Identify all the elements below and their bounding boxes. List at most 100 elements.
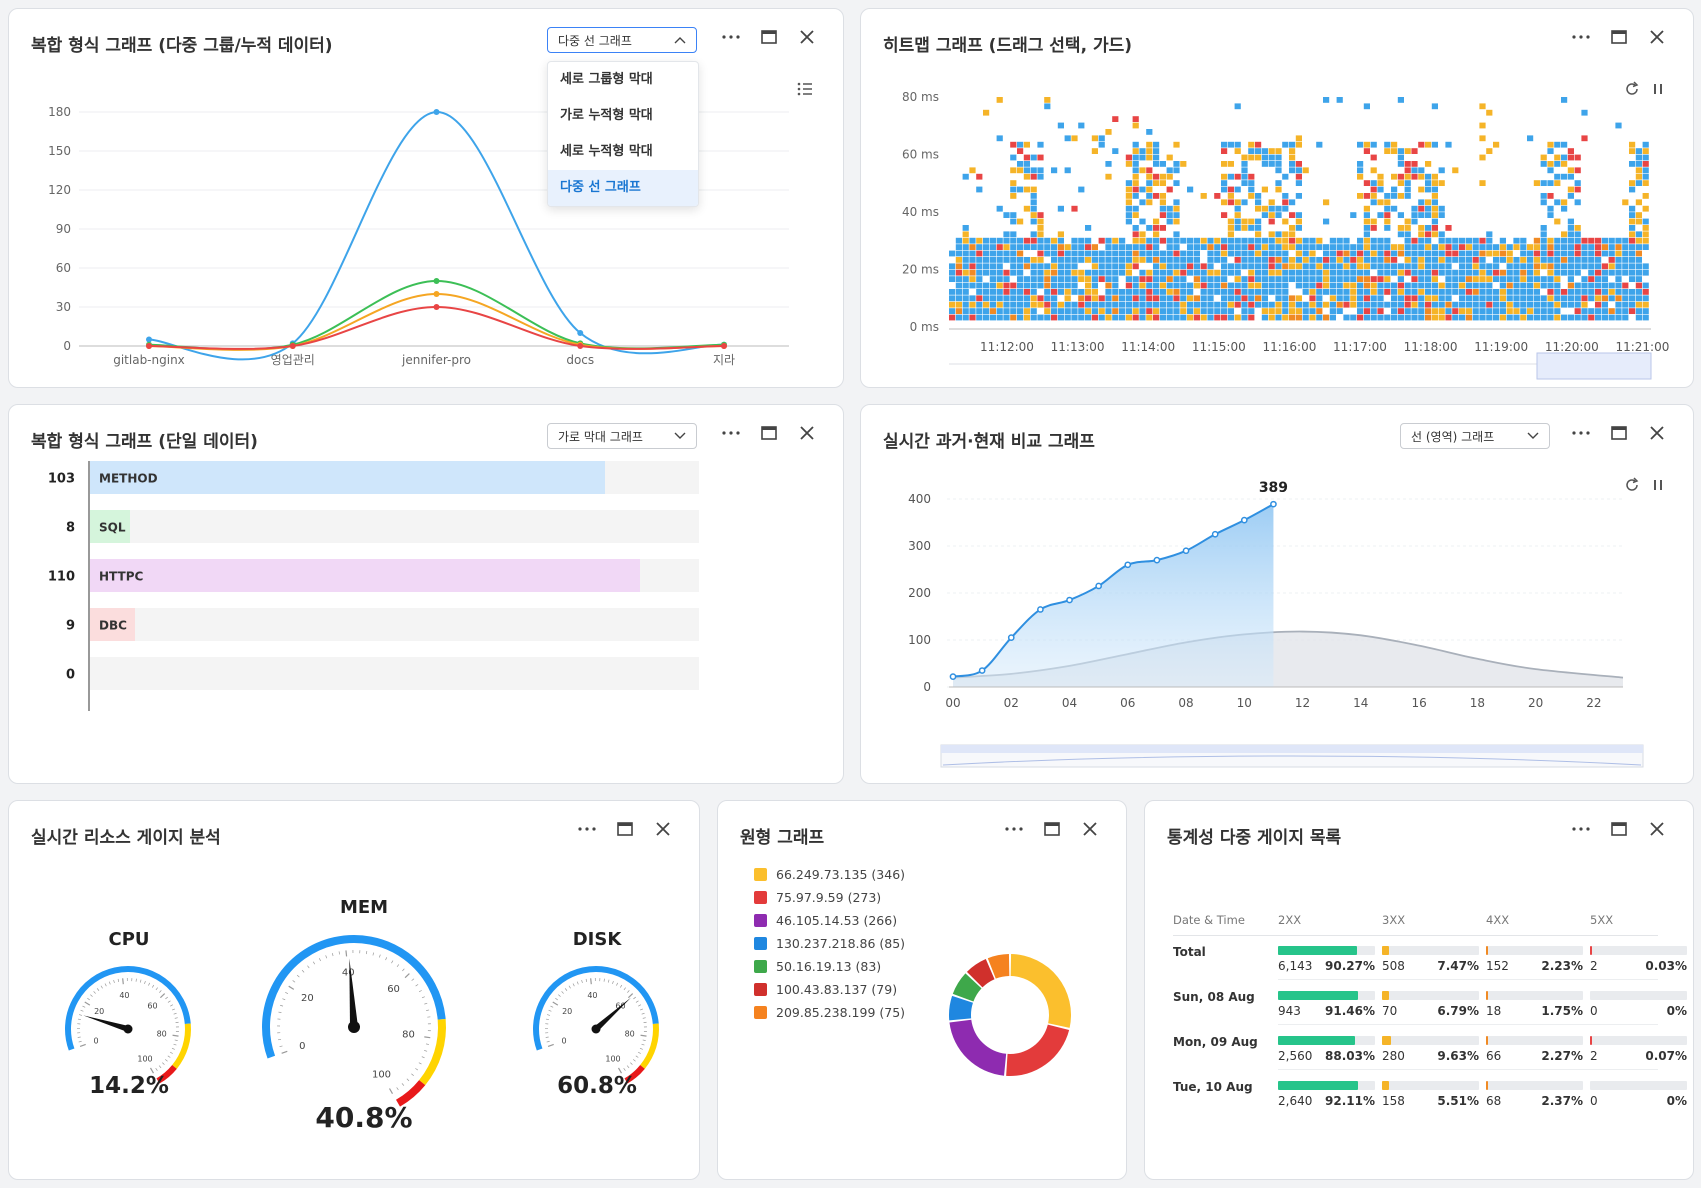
data-point[interactable] <box>1211 530 1219 538</box>
heatmap-cell <box>1567 301 1574 308</box>
donut-slice[interactable] <box>949 1019 1007 1076</box>
maximize-icon[interactable] <box>1609 819 1629 839</box>
heatmap-cell <box>1214 244 1221 250</box>
data-point[interactable] <box>433 109 440 115</box>
close-icon[interactable] <box>1647 423 1667 443</box>
donut-slice[interactable] <box>966 959 995 988</box>
chart-type-select[interactable]: 가로 막대 그래프 <box>547 423 697 449</box>
heatmap-cell <box>1452 282 1459 289</box>
donut-slice[interactable] <box>949 995 973 1021</box>
chart-type-select[interactable]: 다중 선 그래프 <box>547 27 697 53</box>
heatmap-cell <box>1561 263 1568 270</box>
data-point[interactable] <box>1124 561 1132 569</box>
data-point[interactable] <box>289 343 296 349</box>
donut-slice[interactable] <box>1006 1024 1070 1076</box>
more-icon[interactable] <box>1571 423 1591 443</box>
data-point[interactable] <box>433 304 440 310</box>
heatmap-cell <box>962 289 969 295</box>
pause-icon[interactable] <box>1648 79 1668 99</box>
heatmap-cell <box>1064 167 1071 174</box>
heatmap-cell <box>1017 186 1024 193</box>
heatmap-cell <box>1112 308 1119 314</box>
bar[interactable] <box>90 559 640 592</box>
donut-slice[interactable] <box>987 954 1010 979</box>
legend-item[interactable]: 66.249.73.135 (346) <box>754 867 905 882</box>
more-icon[interactable] <box>1571 27 1591 47</box>
y-tick-label: 0 ms <box>910 320 939 334</box>
zoom-range[interactable] <box>941 745 1643 753</box>
chart-type-select[interactable]: 선 (영역) 그래프 <box>1400 423 1550 449</box>
data-point[interactable] <box>1240 516 1248 524</box>
maximize-icon[interactable] <box>1042 819 1062 839</box>
maximize-icon[interactable] <box>1609 423 1629 443</box>
more-icon[interactable] <box>721 423 741 443</box>
close-icon[interactable] <box>653 819 673 839</box>
more-icon[interactable] <box>577 819 597 839</box>
data-point[interactable] <box>433 291 440 297</box>
legend-item[interactable]: 130.237.218.86 (85) <box>754 936 905 951</box>
heatmap-cell <box>1377 244 1384 250</box>
data-point[interactable] <box>949 673 957 681</box>
heatmap-cell <box>1159 161 1166 167</box>
heatmap-cell <box>1112 263 1119 270</box>
close-icon[interactable] <box>1080 819 1100 839</box>
legend-item[interactable]: 75.97.9.59 (273) <box>754 890 881 905</box>
bar[interactable] <box>90 461 605 494</box>
gauge-tick <box>155 987 158 991</box>
stats-row-label: Mon, 09 Aug <box>1173 1035 1258 1049</box>
pause-icon[interactable] <box>1648 475 1668 495</box>
range-selector[interactable] <box>1536 352 1652 380</box>
heatmap-cell <box>1187 237 1194 244</box>
heatmap-cell <box>1438 205 1445 212</box>
more-icon[interactable] <box>1004 819 1024 839</box>
data-point[interactable] <box>721 343 727 349</box>
refresh-icon[interactable] <box>1622 475 1642 495</box>
maximize-icon[interactable] <box>759 27 779 47</box>
bar[interactable] <box>90 510 130 543</box>
option-multi-line[interactable]: 다중 선 그래프 <box>548 170 698 206</box>
gauge-fill <box>1278 1081 1359 1090</box>
maximize-icon[interactable] <box>615 819 635 839</box>
data-point[interactable] <box>1037 606 1044 613</box>
data-point[interactable] <box>146 336 152 343</box>
gauge-arc-critical <box>624 1064 645 1084</box>
heatmap-cell <box>1064 282 1071 289</box>
donut-slice[interactable] <box>1010 954 1071 1028</box>
legend-list-icon[interactable] <box>795 79 815 99</box>
heatmap-cell <box>1166 167 1173 174</box>
close-icon[interactable] <box>797 27 817 47</box>
maximize-icon[interactable] <box>1609 27 1629 47</box>
close-icon[interactable] <box>1647 27 1667 47</box>
data-point[interactable] <box>577 330 584 336</box>
data-point[interactable] <box>577 343 584 349</box>
heatmap-cell <box>1153 154 1160 161</box>
close-icon[interactable] <box>797 423 817 443</box>
bar[interactable] <box>90 608 135 641</box>
option-vertical-grouped-bar[interactable]: 세로 그룹형 막대 <box>560 72 653 87</box>
legend-item[interactable]: 209.85.238.199 (75) <box>754 1005 905 1020</box>
data-point[interactable] <box>1007 634 1015 641</box>
heatmap-cell <box>983 257 990 263</box>
data-point[interactable] <box>978 667 986 674</box>
data-point[interactable] <box>433 278 440 284</box>
legend-item[interactable]: 46.105.14.53 (266) <box>754 913 897 928</box>
refresh-icon[interactable] <box>1622 79 1642 99</box>
heatmap-cell <box>1527 263 1534 270</box>
more-icon[interactable] <box>1571 819 1591 839</box>
heatmap-cell <box>1445 263 1452 270</box>
donut-slice[interactable] <box>952 973 982 1002</box>
data-point[interactable] <box>1095 582 1103 590</box>
legend-item[interactable]: 50.16.19.13 (83) <box>754 959 881 974</box>
more-icon[interactable] <box>721 27 741 47</box>
maximize-icon[interactable] <box>759 423 779 443</box>
data-point[interactable] <box>1066 596 1073 604</box>
close-icon[interactable] <box>1647 819 1667 839</box>
data-point[interactable] <box>146 343 152 349</box>
data-point[interactable] <box>1182 547 1190 555</box>
legend-item[interactable]: 100.43.83.137 (79) <box>754 982 897 997</box>
option-vertical-stacked-bar[interactable]: 세로 누적형 막대 <box>560 144 653 159</box>
option-horizontal-stacked-bar[interactable]: 가로 누적형 막대 <box>560 108 653 123</box>
data-point[interactable] <box>1270 500 1277 508</box>
data-point[interactable] <box>1153 556 1161 564</box>
